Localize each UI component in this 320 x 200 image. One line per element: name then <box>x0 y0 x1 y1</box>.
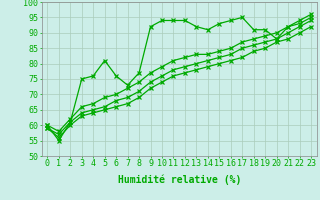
X-axis label: Humidité relative (%): Humidité relative (%) <box>117 174 241 185</box>
